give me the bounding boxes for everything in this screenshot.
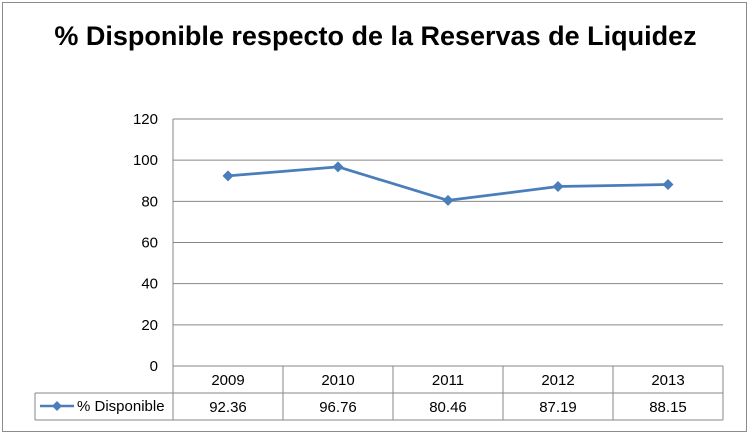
table-value: 80.46 [429,399,467,416]
x-category-label: 2011 [432,372,464,389]
chart-title: % Disponible respecto de la Reservas de … [54,21,697,51]
chart-frame: % Disponible respecto de la Reservas de … [2,2,747,432]
y-tick-label: 100 [133,152,158,169]
data-point-marker [662,179,674,191]
gridlines [172,118,723,366]
y-tick-label: 120 [133,111,158,128]
data-point-marker [222,170,234,182]
data-point-marker [332,161,344,173]
y-tick-label: 0 [150,358,158,375]
x-category-label: 2010 [321,372,354,389]
y-tick-label: 60 [141,235,158,252]
table-value: 87.19 [539,399,577,416]
table-value: 88.15 [649,399,687,416]
y-axis: 0 20 40 60 80 100 120 [133,111,158,375]
x-category-label: 2009 [211,372,244,389]
x-category-label: 2013 [651,372,684,389]
data-table: 2009 92.36 2010 96.76 2011 80.46 2012 87.19 2013… [34,365,724,421]
data-point-marker [552,181,564,193]
series-line-group [222,161,674,206]
y-tick-label: 40 [141,276,158,293]
legend-marker [52,401,62,411]
legend-label: % Disponible [77,398,165,415]
x-category-label: 2012 [541,372,574,389]
y-tick-label: 20 [141,317,158,334]
y-tick-label: 80 [141,193,158,210]
data-point-marker [442,194,454,206]
table-value: 96.76 [319,399,357,416]
table-value: 92.36 [209,399,247,416]
